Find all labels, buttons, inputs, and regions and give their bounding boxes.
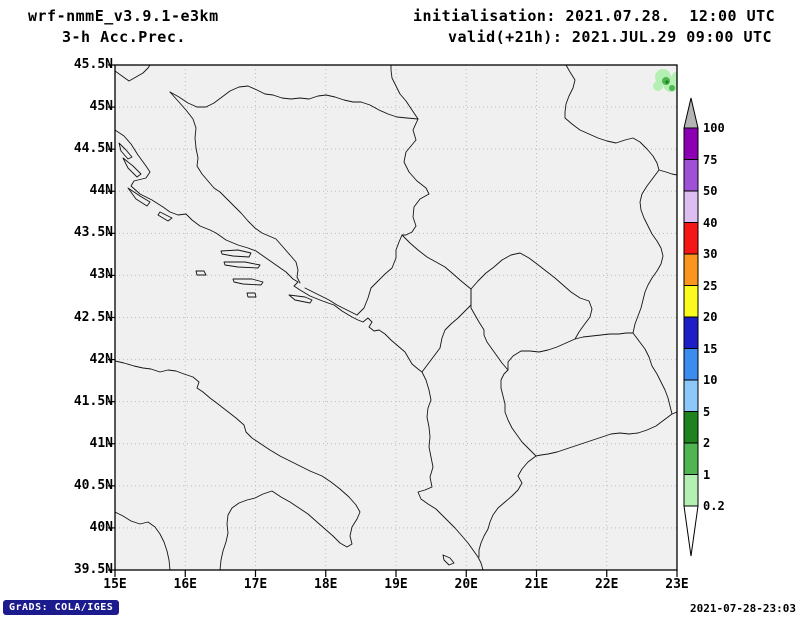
lon-tick-label: 22E xyxy=(595,577,619,592)
border-macedonia-greece xyxy=(535,411,677,457)
border-bosnia-montenegro xyxy=(356,234,403,316)
lat-tick-label: 42N xyxy=(89,351,113,367)
colorbar-tick-label: 1 xyxy=(703,467,711,482)
lon-tick-label: 19E xyxy=(384,577,408,592)
colorbar-tick-label: 0.2 xyxy=(703,499,725,513)
precip-spot xyxy=(665,80,669,84)
colorbar-tick-label: 15 xyxy=(703,341,718,356)
creation-timestamp: 2021-07-28-23:03 xyxy=(690,602,796,615)
lat-tick-label: 43.5N xyxy=(73,225,113,241)
lat-tick-label: 43N xyxy=(89,267,113,283)
map-frame xyxy=(114,64,678,571)
lat-tick-label: 42.5N xyxy=(73,309,113,325)
border-kosovo-albania xyxy=(470,288,509,371)
lat-tick-label: 41N xyxy=(89,435,113,451)
border-albania-macedonia xyxy=(500,369,537,457)
border-montenegro-serbia xyxy=(401,234,472,306)
precip-spot xyxy=(669,85,675,91)
colorbar-tick-label: 25 xyxy=(703,278,718,293)
lon-tick-label: 23E xyxy=(665,577,689,592)
colorbar-segment xyxy=(683,222,699,255)
lon-tick-label: 15E xyxy=(103,577,127,592)
valid-time-label: valid(+21h): 2021.JUL.29 09:00 UTC xyxy=(448,28,773,46)
init-time-label: initialisation: 2021.07.28. 12:00 UTC xyxy=(413,7,776,25)
lat-tick-label: 44.5N xyxy=(73,141,113,157)
border-serbia-romania xyxy=(564,65,677,176)
grid-lines xyxy=(115,65,677,570)
precip-spot xyxy=(653,81,663,91)
colorbar-segment xyxy=(683,316,699,349)
colorbar-segment xyxy=(683,253,699,286)
colorbar-segment xyxy=(683,159,699,192)
border-macedonia-bulgaria xyxy=(632,332,673,415)
colorbar-tick-label: 100 xyxy=(703,121,725,135)
product-title: 3-h Acc.Prec. xyxy=(62,28,186,46)
colorbar-tick-label: 50 xyxy=(703,184,718,198)
colorbar-under-triangle xyxy=(683,505,699,557)
lat-tick-label: 39.5N xyxy=(73,562,113,577)
colorbar-tick-label: 10 xyxy=(703,373,718,387)
lat-tick-label: 40N xyxy=(89,519,113,535)
coastline-italy-adriatic xyxy=(115,360,361,570)
border-kosovo-serbia xyxy=(470,252,593,340)
border-serbia-macedonia xyxy=(574,332,634,340)
colorbar-over-triangle xyxy=(683,97,699,129)
colorbar-tick-label: 40 xyxy=(703,215,718,230)
grads-logo: GrADS: COLA/IGES xyxy=(3,600,120,615)
lat-tick-label: 45.5N xyxy=(73,57,113,72)
colorbar-segment xyxy=(683,190,699,223)
border-croatia-bosnia-north xyxy=(169,85,419,120)
colorbar-segment xyxy=(683,348,699,381)
border-slovenia-croatia xyxy=(115,65,151,82)
lon-tick-label: 20E xyxy=(454,577,478,592)
lat-tick-label: 41.5N xyxy=(73,393,113,409)
model-title: wrf-nmmE_v3.9.1-e3km xyxy=(28,7,219,25)
lon-tick-label: 21E xyxy=(524,577,549,592)
border-croatia-bosnia-west xyxy=(169,91,358,316)
lat-tick-label: 44N xyxy=(89,183,113,199)
border-bosnia-serbia-drina xyxy=(401,118,430,236)
lon-tick-label: 17E xyxy=(243,577,268,592)
colorbar-segment xyxy=(683,411,699,444)
lat-tick-label: 40.5N xyxy=(73,477,113,493)
colorbar-segments xyxy=(683,127,699,507)
colorbar-segment xyxy=(683,442,699,475)
colorbar-segment xyxy=(683,474,699,507)
border-kosovo-macedonia xyxy=(507,338,576,371)
colorbar-tick-label: 5 xyxy=(703,404,711,419)
lon-tick-label: 18E xyxy=(314,577,338,592)
colorbar-segment xyxy=(683,285,699,318)
border-serbia-bulgaria xyxy=(632,169,664,334)
colorbar-tick-label: 20 xyxy=(703,310,718,324)
lon-tick-label: 16E xyxy=(173,577,197,592)
colorbar-tick-label: 2 xyxy=(703,436,711,450)
lat-tick-label: 45N xyxy=(89,99,113,115)
border-croatia-serbia xyxy=(390,65,419,120)
axis-tick-marks xyxy=(108,64,678,577)
colorbar-segment xyxy=(683,127,699,160)
geography-layer xyxy=(115,65,677,570)
border-montenegro-albania xyxy=(421,304,472,373)
colorbar-tick-label: 30 xyxy=(703,247,718,261)
colorbar-segment xyxy=(683,379,699,412)
border-albania-greece xyxy=(478,455,537,558)
colorbar xyxy=(683,97,699,557)
precipitation-area xyxy=(653,69,677,92)
islands-dalmatia xyxy=(118,142,455,566)
colorbar-tick-label: 75 xyxy=(703,152,718,167)
coastline-italy-tyrrhenian xyxy=(115,511,171,570)
precip-spot xyxy=(672,72,677,80)
coastline-east-adriatic xyxy=(115,129,484,570)
